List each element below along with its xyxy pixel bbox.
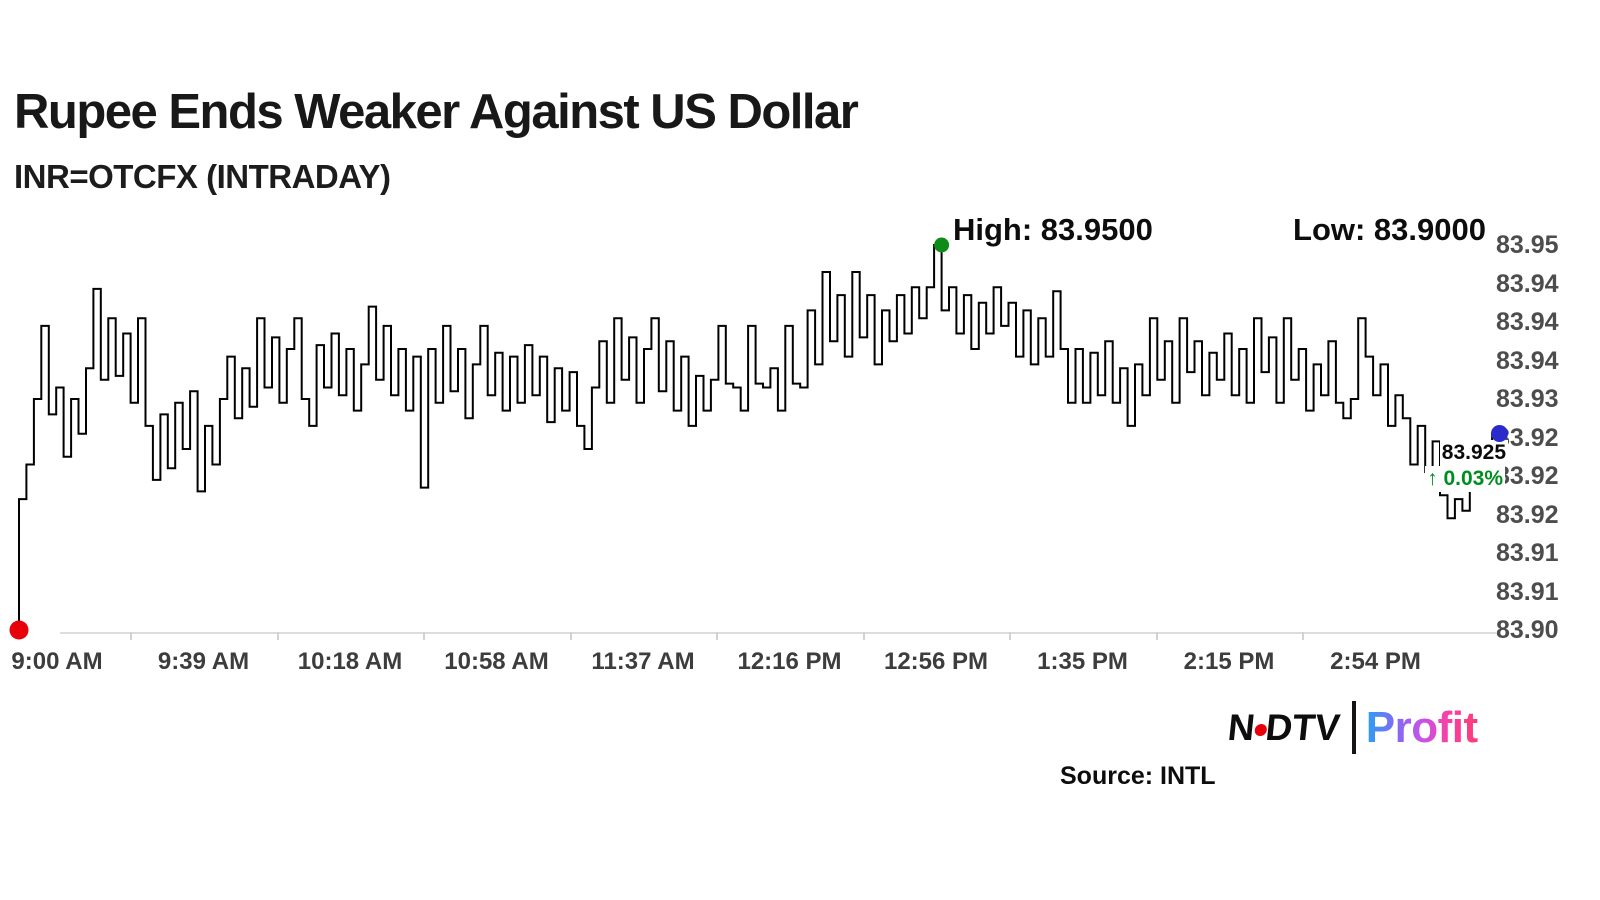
open-price-dot	[9, 620, 29, 640]
last-price-label: 83.925	[1439, 440, 1508, 466]
x-axis-tickmark	[276, 632, 279, 640]
profit-wordmark: Profit	[1365, 702, 1478, 752]
y-axis-tick-label: 83.90	[1496, 616, 1559, 644]
y-axis-tick-label: 83.94	[1496, 269, 1559, 298]
x-axis-tick-label: 2:15 PM	[1183, 648, 1275, 675]
x-axis-tick-label: 2:54 PM	[1330, 648, 1421, 675]
x-axis-tick-label: 9:39 AM	[157, 648, 250, 675]
change-percent: 0.03%	[1443, 467, 1503, 490]
ndtv-profit-logo: N DTV Profit	[1226, 701, 1478, 754]
x-axis-tickmark	[1155, 632, 1158, 640]
y-axis-tick-label: 83.95	[1496, 231, 1559, 259]
x-axis-tickmark	[130, 632, 133, 640]
x-axis-tickmark	[716, 632, 719, 640]
up-arrow-icon: ↑	[1427, 467, 1438, 490]
last-price-dot	[1491, 425, 1509, 443]
y-axis-tick-label: 83.94	[1496, 308, 1559, 336]
x-axis-tickmark	[569, 632, 572, 640]
x-axis-tick-label: 10:18 AM	[297, 648, 403, 675]
y-axis-tick-label: 83.91	[1496, 539, 1559, 567]
chart-subtitle: INR=OTCFX (INTRADAY)	[14, 158, 391, 195]
x-axis-tick-label: 11:37 AM	[591, 648, 695, 675]
y-axis-tick-label: 83.94	[1496, 346, 1559, 375]
x-axis-tickmark	[1009, 632, 1012, 640]
x-axis-tickmark	[862, 632, 865, 640]
change-label: ↑ 0.03%	[1425, 466, 1505, 492]
y-axis-tick-label: 83.93	[1496, 385, 1559, 413]
x-axis-tickmark	[423, 632, 426, 640]
source-label: Source: INTL	[1060, 762, 1216, 790]
y-axis-tick-label: 83.92	[1496, 500, 1559, 529]
y-axis-tick-label: 83.91	[1496, 577, 1559, 606]
x-axis-tick-label: 9:00 AM	[11, 648, 103, 675]
x-axis-tick-label: 1:35 PM	[1037, 648, 1128, 675]
price-line	[18, 244, 1500, 630]
x-axis-tick-label: 10:58 AM	[444, 648, 549, 675]
x-axis-tick-label: 12:16 PM	[737, 648, 842, 675]
high-annotation: High: 83.9500	[953, 212, 1153, 247]
x-axis-line	[60, 632, 1496, 634]
logo-divider	[1351, 701, 1356, 754]
y-axis-tick-label: 83.92	[1496, 462, 1559, 490]
high-price-dot	[934, 237, 950, 253]
x-axis-tickmark	[1302, 632, 1305, 640]
x-axis-tick-label: 12:56 PM	[883, 648, 989, 675]
page-title: Rupee Ends Weaker Against US Dollar	[14, 85, 859, 139]
low-annotation: Low: 83.9000	[1293, 212, 1486, 247]
